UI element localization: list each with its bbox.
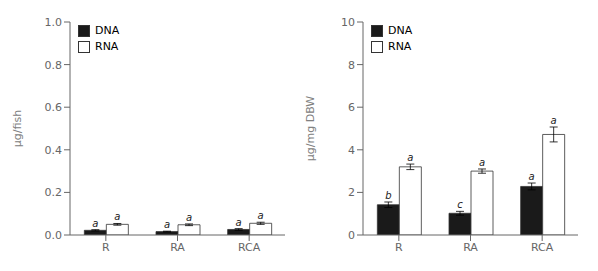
- svg-text:a: a: [551, 115, 557, 126]
- html-text:RNA: RNA: [95, 40, 119, 53]
- svg-text:a: a: [479, 157, 485, 168]
- html-text:RNA: RNA: [388, 40, 412, 53]
- svg-text:a: a: [407, 152, 413, 163]
- svg-text:0.0: 0.0: [45, 229, 63, 242]
- svg-text:a: a: [114, 211, 120, 222]
- svg-text:c: c: [457, 199, 463, 210]
- svg-text:R: R: [102, 241, 110, 254]
- svg-text:1.0: 1.0: [45, 16, 63, 29]
- svg-text:a: a: [258, 210, 264, 221]
- svg-text:R: R: [395, 241, 403, 254]
- svg-text:a: a: [529, 171, 535, 182]
- svg-text:μg/fish: μg/fish: [11, 110, 24, 147]
- svg-text:10: 10: [341, 16, 355, 29]
- svg-text:0.6: 0.6: [45, 101, 63, 114]
- svg-text:a: a: [236, 217, 242, 228]
- svg-text:8: 8: [348, 59, 355, 72]
- svg-text:a: a: [186, 212, 192, 223]
- svg-text:RCA: RCA: [238, 241, 261, 254]
- svg-text:b: b: [385, 190, 391, 201]
- html-text:DNA: DNA: [95, 24, 120, 37]
- svg-text:μg/mg DBW: μg/mg DBW: [304, 96, 317, 162]
- svg-text:6: 6: [348, 101, 355, 114]
- svg-text:0.4: 0.4: [45, 144, 63, 157]
- svg-text:2: 2: [348, 186, 355, 199]
- svg-text:0.8: 0.8: [45, 59, 63, 72]
- svg-text:RCA: RCA: [531, 241, 554, 254]
- svg-text:0.2: 0.2: [45, 186, 63, 199]
- html-text:DNA: DNA: [388, 24, 413, 37]
- svg-text:a: a: [92, 218, 98, 229]
- svg-text:0: 0: [348, 229, 355, 242]
- svg-text:RA: RA: [170, 241, 185, 254]
- svg-text:RA: RA: [463, 241, 478, 254]
- svg-text:4: 4: [348, 144, 355, 157]
- svg-text:a: a: [164, 219, 170, 230]
